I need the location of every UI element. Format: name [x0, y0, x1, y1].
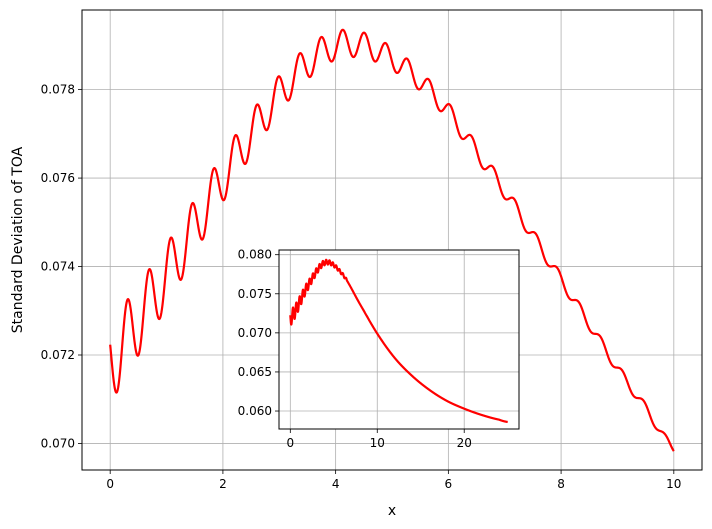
x-tick-label: 2: [219, 477, 227, 491]
series-line: [289, 258, 509, 424]
x-tick-label: 0: [286, 436, 294, 450]
inset-chart: 0 10 20 0.060 0.065 0.070 0.075 0.080: [238, 248, 520, 450]
main-chart: 0 2 4 6 8 10 0.070 0.072 0.074 0.076 0.078 x Stand…: [10, 9, 703, 519]
main-ticks: 0 2 4 6 8 10 0.070 0.072 0.074 0.076 0.078: [41, 83, 682, 491]
inset-plot-frame: [278, 249, 520, 430]
x-tick-label: 8: [557, 477, 565, 491]
x-tick-label: 4: [332, 477, 340, 491]
inset-grid: [279, 250, 519, 429]
x-tick-label: 0: [106, 477, 114, 491]
inset-plot-area: [279, 250, 519, 429]
inset-series: [289, 258, 509, 424]
y-tick-label: 0.078: [41, 83, 75, 97]
x-axis-label: x: [388, 503, 396, 519]
y-axis-label: Standard Deviation of TOA: [10, 146, 26, 333]
y-tick-label: 0.076: [41, 171, 75, 185]
series-line: [109, 28, 675, 452]
x-tick-label: 20: [457, 436, 472, 450]
y-tick-label: 0.075: [238, 287, 272, 301]
y-tick-label: 0.070: [238, 326, 272, 340]
x-tick-label: 6: [445, 477, 453, 491]
main-series: [109, 28, 675, 452]
y-tick-label: 0.065: [238, 365, 272, 379]
y-tick-label: 0.072: [41, 348, 75, 362]
x-tick-label: 10: [666, 477, 681, 491]
y-tick-label: 0.060: [238, 404, 272, 418]
y-tick-label: 0.080: [238, 248, 272, 262]
x-tick-label: 10: [370, 436, 385, 450]
inset-ticks: 0 10 20 0.060 0.065 0.070 0.075 0.080: [238, 248, 472, 450]
y-tick-label: 0.074: [41, 260, 75, 274]
main-plot-frame: [81, 9, 703, 471]
y-tick-label: 0.070: [41, 436, 75, 450]
